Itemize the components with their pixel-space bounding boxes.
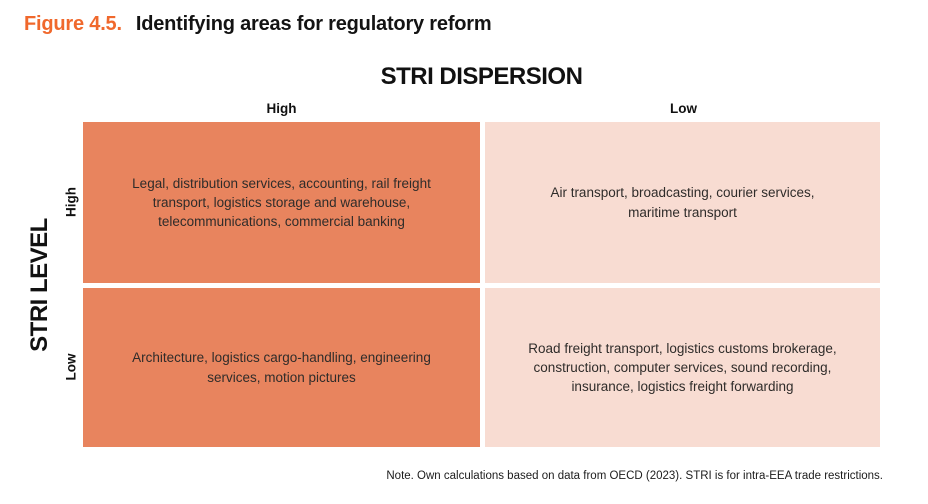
quadrant-level-high-dispersion-high: Legal, distribution services, accounting… xyxy=(83,122,480,283)
row-label-high: High xyxy=(63,187,79,217)
quadrant-text: Legal, distribution services, accounting… xyxy=(132,175,431,230)
source-note: Note. Own calculations based on data fro… xyxy=(386,470,883,482)
row-label-low: Low xyxy=(63,353,79,381)
quadrant-level-low-dispersion-high: Architecture, logistics cargo-handling, … xyxy=(83,288,480,447)
quadrant-grid: Legal, distribution services, accounting… xyxy=(83,122,880,447)
quadrant-text: Air transport, broadcasting, courier ser… xyxy=(550,185,815,220)
quadrant-text: Road freight transport, logistics custom… xyxy=(528,340,837,395)
figure-caption: Figure 4.5. Identifying areas for regulat… xyxy=(24,13,492,36)
y-axis-title: STRI LEVEL xyxy=(26,218,53,352)
quadrant-text: Architecture, logistics cargo-handling, … xyxy=(132,350,431,385)
figure-title: Identifying areas for regulatory reform xyxy=(135,13,492,35)
quadrant-level-high-dispersion-low: Air transport, broadcasting, courier ser… xyxy=(485,122,880,283)
figure-number: Figure 4.5. xyxy=(24,13,122,35)
column-label-high: High xyxy=(266,101,297,116)
quadrant-level-low-dispersion-low: Road freight transport, logistics custom… xyxy=(485,288,880,447)
column-label-low: Low xyxy=(670,101,697,116)
x-axis-title: STRI DISPERSION xyxy=(380,63,583,90)
